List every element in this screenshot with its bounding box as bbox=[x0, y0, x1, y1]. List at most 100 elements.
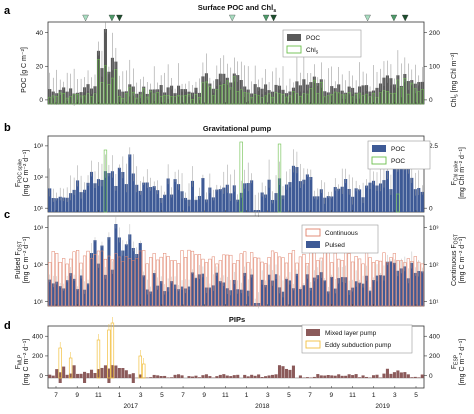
bar-chl-a-78 bbox=[319, 81, 323, 105]
bar-chl-a-35 bbox=[170, 96, 173, 105]
bar-poc-a-66 bbox=[277, 85, 282, 104]
bar-continuous-50 bbox=[222, 254, 226, 307]
bar-mlp-82 bbox=[333, 375, 337, 378]
bar-mlp-54 bbox=[236, 374, 240, 378]
bar-chl-a-73 bbox=[302, 93, 306, 105]
bar-poc-a-106 bbox=[417, 82, 421, 104]
bar-poc-b-103 bbox=[406, 166, 410, 212]
bar-pulsed-90 bbox=[361, 283, 365, 306]
bar-chl-a-54 bbox=[236, 91, 240, 105]
x-ticklabel-2: 11 bbox=[95, 392, 102, 399]
bar-continuous-9 bbox=[79, 262, 83, 307]
bar-chl-a-91 bbox=[365, 93, 368, 105]
bar-pulsed-4 bbox=[62, 288, 66, 306]
bar-pulsed-62 bbox=[264, 285, 268, 306]
bar-poc-b-69 bbox=[288, 182, 292, 212]
bar-mlp-60 bbox=[257, 374, 261, 378]
bar-continuous-63 bbox=[267, 257, 271, 307]
bar-mlp-66 bbox=[277, 365, 282, 378]
bar-pulsed-34 bbox=[166, 287, 170, 306]
bar-continuous-31 bbox=[156, 259, 160, 307]
bar-mlp-6 bbox=[69, 373, 73, 378]
bar-poc-b-1 bbox=[51, 198, 55, 212]
bar-continuous-42 bbox=[194, 254, 198, 307]
bar-pulsed-53 bbox=[232, 279, 236, 306]
bar-poc-a-14 bbox=[96, 50, 101, 104]
bar-mlp-59 bbox=[253, 375, 257, 378]
bar-continuous-98 bbox=[389, 257, 393, 307]
bar-poc-a-27 bbox=[142, 86, 146, 104]
bar-chl-a-38 bbox=[180, 95, 184, 105]
bar-continuous-89 bbox=[358, 258, 362, 307]
bar-mlp-53 bbox=[232, 375, 236, 378]
bar-poc-b-3 bbox=[58, 196, 62, 212]
bar-mlp-2 bbox=[55, 369, 59, 378]
legend-label-mlp: Mixed layer pump bbox=[325, 330, 377, 337]
bar-pulsed-32 bbox=[159, 281, 163, 306]
bar-chl-a-86 bbox=[347, 92, 351, 105]
bar-poc-b-61 bbox=[260, 192, 264, 212]
panel-a-ticklabel-left-2: 40 bbox=[36, 30, 44, 37]
bar-poc-a-73 bbox=[302, 79, 306, 104]
bar-continuous-29 bbox=[149, 257, 153, 307]
bar-pulsed-68 bbox=[284, 278, 289, 306]
panel-a-ylabel-right: Chls [mg Chl m⁻²] bbox=[451, 53, 460, 108]
bar-poc-b-89 bbox=[358, 189, 362, 212]
panel-b-ylabel-right-units: [mg Chl m⁻² d⁻¹] bbox=[459, 147, 466, 199]
bar-pulsed-1 bbox=[51, 283, 55, 306]
bar-mlp-67 bbox=[281, 366, 285, 378]
bar-continuous-27 bbox=[142, 250, 146, 307]
bar-continuous-13 bbox=[93, 254, 97, 307]
bar-mlp-103 bbox=[406, 374, 410, 378]
bar-poc-b-47 bbox=[211, 197, 215, 212]
bar-poc-b-36 bbox=[173, 179, 177, 212]
bar-pulsed-92 bbox=[368, 290, 372, 306]
x-ticklabel-11: 5 bbox=[287, 392, 291, 399]
event-marker-mid-2 bbox=[262, 14, 270, 22]
bar-continuous-37 bbox=[176, 263, 181, 307]
bar-chl-a-43 bbox=[198, 97, 201, 105]
bar-continuous-17 bbox=[107, 255, 111, 307]
bar-chl-a-9 bbox=[79, 95, 83, 105]
bar-continuous-70 bbox=[291, 250, 296, 307]
bar-poc-a-63 bbox=[267, 90, 271, 104]
bar-continuous-49 bbox=[218, 260, 222, 307]
bar-poc-b-68 bbox=[284, 184, 289, 212]
bar-pulsed-94 bbox=[375, 275, 379, 306]
bar-mlp-89 bbox=[358, 377, 362, 378]
bar-mlp-21 bbox=[121, 368, 125, 378]
bar-mlp-56 bbox=[243, 374, 247, 378]
bar-continuous-19 bbox=[114, 253, 118, 307]
bar-mlp-40 bbox=[187, 376, 191, 378]
bar-poc-b-9 bbox=[79, 192, 83, 212]
bar-mlp-74 bbox=[305, 377, 309, 378]
bar-poc-b-74 bbox=[305, 174, 309, 212]
bar-poc-a-59 bbox=[253, 84, 257, 104]
bar-pulsed-51 bbox=[225, 288, 229, 306]
bar-poc-b-92 bbox=[368, 182, 372, 212]
panel-d-frame bbox=[47, 325, 425, 389]
legend-swatch-esp bbox=[305, 340, 321, 349]
bar-chl-a-3 bbox=[58, 92, 62, 105]
bar-pulsed-5 bbox=[65, 280, 69, 306]
panel-d-legend: Mixed layer pump Eddy subduction pump bbox=[301, 324, 413, 354]
bar-chl-a-40 bbox=[187, 93, 191, 105]
x-ticklabel-7: 9 bbox=[202, 392, 206, 399]
bar-poc-a-13 bbox=[93, 86, 97, 104]
panel-d-ylabel-right: FESP bbox=[451, 354, 460, 369]
bar-poc-b-107 bbox=[420, 191, 424, 212]
panel-a-legend: POC Chls bbox=[282, 29, 362, 58]
panel-c-ylabel-right-units: [mg C m⁻² d⁻¹] bbox=[459, 237, 466, 283]
bar-poc-a-45 bbox=[204, 73, 208, 104]
bar-mlp-58 bbox=[250, 374, 254, 378]
bar-pulsed-8 bbox=[76, 289, 80, 306]
bar-pulsed-48 bbox=[215, 272, 219, 306]
bar-poc-b-44 bbox=[201, 178, 205, 212]
bar-poc-b-7 bbox=[72, 189, 76, 212]
bar-continuous-10 bbox=[82, 255, 87, 307]
panel-d-ticklabel-left-2: 400 bbox=[32, 334, 43, 341]
bar-pulsed-0 bbox=[48, 279, 52, 306]
bar-chl-a-7 bbox=[72, 94, 76, 105]
bar-mlp-0 bbox=[48, 374, 52, 378]
bar-pulsed-43 bbox=[197, 274, 201, 306]
